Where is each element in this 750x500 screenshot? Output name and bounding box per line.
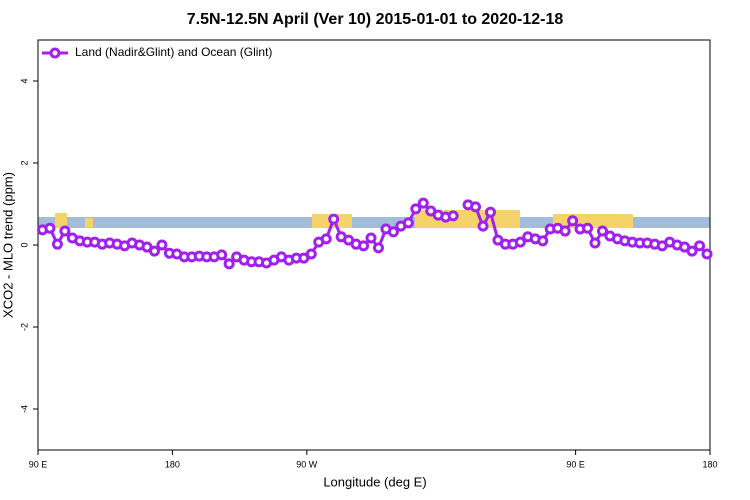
data-point bbox=[372, 242, 384, 254]
data-point bbox=[417, 197, 429, 209]
y-axis-label: XCO2 - MLO trend (ppm) bbox=[0, 172, 15, 318]
data-point bbox=[470, 201, 482, 213]
data-point bbox=[387, 226, 399, 238]
legend-label: Land (Nadir&Glint) and Ocean (Glint) bbox=[75, 45, 272, 59]
data-point bbox=[156, 239, 168, 251]
x-axis-label: Longitude (deg E) bbox=[323, 474, 426, 489]
data-point bbox=[686, 245, 698, 257]
land-patch bbox=[55, 213, 67, 228]
data-point bbox=[559, 225, 571, 237]
data-point bbox=[216, 249, 228, 261]
data-point bbox=[358, 240, 370, 252]
data-point bbox=[328, 213, 340, 225]
data-point bbox=[402, 217, 414, 229]
data-point bbox=[223, 258, 235, 270]
data-point bbox=[582, 222, 594, 234]
data-point bbox=[589, 237, 601, 249]
x-tick-label: 90 E bbox=[566, 459, 585, 469]
x-tick-label: 90 E bbox=[29, 459, 48, 469]
y-tick-label: -2 bbox=[19, 323, 29, 331]
data-point bbox=[694, 240, 706, 252]
x-tick-label: 90 W bbox=[296, 459, 318, 469]
data-point bbox=[596, 225, 608, 237]
data-point bbox=[305, 248, 317, 260]
land-patch bbox=[85, 218, 93, 228]
data-point bbox=[701, 248, 713, 260]
data-point bbox=[537, 235, 549, 247]
data-point bbox=[477, 220, 489, 232]
data-point bbox=[447, 210, 459, 222]
data-point bbox=[59, 225, 71, 237]
x-tick-label: 180 bbox=[702, 459, 717, 469]
y-tick-label: 2 bbox=[19, 160, 29, 165]
y-tick-label: -4 bbox=[19, 405, 29, 413]
data-point bbox=[484, 206, 496, 218]
legend-marker bbox=[49, 47, 61, 59]
chart-title: 7.5N-12.5N April (Ver 10) 2015-01-01 to … bbox=[187, 11, 564, 28]
data-point bbox=[44, 222, 56, 234]
data-point bbox=[567, 215, 579, 227]
ocean-band bbox=[38, 217, 710, 228]
y-tick-label: 0 bbox=[19, 242, 29, 247]
x-tick-label: 180 bbox=[165, 459, 180, 469]
y-tick-label: 4 bbox=[19, 78, 29, 83]
land-mask bbox=[38, 210, 710, 228]
data-point bbox=[320, 233, 332, 245]
data-point bbox=[51, 238, 63, 250]
data-point bbox=[365, 232, 377, 244]
data-point bbox=[148, 245, 160, 257]
data-point bbox=[514, 236, 526, 248]
data-point bbox=[410, 203, 422, 215]
